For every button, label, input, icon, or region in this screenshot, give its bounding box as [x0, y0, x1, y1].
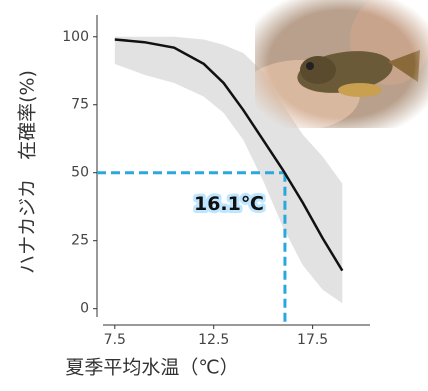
- x-tick-label: 17.5: [297, 332, 328, 348]
- chart: 0 25 50 75 100 7.5 12.5 17.5 16.1℃ 夏季平均水温（℃） ハナカ…: [0, 0, 428, 391]
- x-tick-label: 12.5: [198, 332, 229, 348]
- y-tick-label: 75: [71, 97, 89, 113]
- y-tick-label: 100: [62, 29, 89, 45]
- y-tick-label: 0: [80, 301, 89, 317]
- x-tick-label: 7.5: [104, 332, 126, 348]
- threshold-label: 16.1℃: [194, 193, 264, 215]
- x-axis-title: 夏季平均水温（℃）: [65, 357, 238, 379]
- y-axis-title: ハナカジカ 在確率(%): [17, 70, 39, 274]
- y-tick-label: 50: [71, 165, 89, 181]
- y-tick-label: 25: [71, 233, 89, 249]
- photo: [240, 0, 428, 130]
